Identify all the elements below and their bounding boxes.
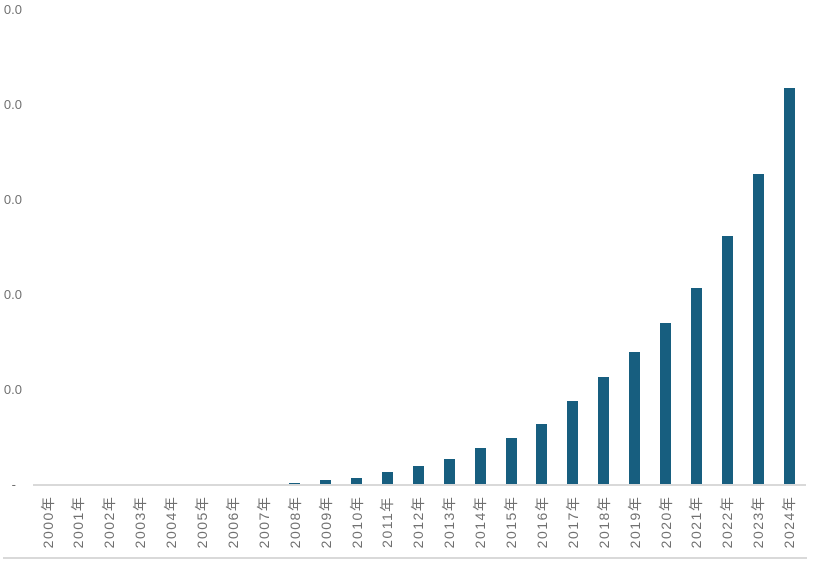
x-axis-label-2010: 2010年 [348, 495, 365, 549]
bar-2019 [629, 352, 641, 485]
x-axis-label-2022: 2022年 [719, 495, 736, 549]
x-axis-label-2002: 2002年 [101, 495, 118, 549]
bar-2023 [752, 174, 764, 485]
x-axis-label-2013: 2013年 [441, 495, 458, 549]
x-axis-label-2023: 2023年 [750, 495, 767, 549]
bar-2015 [505, 437, 517, 485]
x-axis-label-2020: 2020年 [657, 495, 674, 549]
x-axis-label-2019: 2019年 [626, 495, 643, 549]
x-axis-label-2011: 2011年 [379, 496, 396, 548]
x-axis-label-2018: 2018年 [595, 495, 612, 549]
x-axis-label-2006: 2006年 [224, 495, 241, 549]
x-axis-label-2004: 2004年 [163, 495, 180, 549]
bar-2024 [783, 87, 795, 485]
bar-2017 [567, 400, 579, 485]
x-axis-label-2008: 2008年 [286, 495, 303, 549]
x-axis-label-2003: 2003年 [132, 495, 149, 549]
bar-2021 [690, 288, 702, 485]
x-axis-label-2021: 2021年 [688, 495, 705, 549]
x-axis-label-2012: 2012年 [410, 495, 427, 549]
y-axis-tick-label: 0.0 [3, 192, 22, 207]
x-axis-label-2001: 2001年 [70, 495, 87, 549]
y-axis-tick-label: 0.0 [3, 287, 22, 302]
bar-2018 [598, 377, 610, 485]
x-axis-label-2005: 2005年 [194, 495, 210, 549]
x-axis-label-2017: 2017年 [564, 495, 581, 549]
bar-2010 [351, 477, 362, 485]
bar-2022 [721, 236, 733, 485]
y-axis-zero-tick-label: - [11, 477, 16, 492]
bar-2020 [660, 322, 671, 485]
bar-2009 [320, 480, 332, 485]
bar-2011 [381, 471, 393, 485]
x-axis-label-2009: 2009年 [317, 495, 334, 549]
x-axis-label-2000: 2000年 [39, 495, 56, 549]
bar-2014 [474, 448, 486, 485]
bar-2016 [536, 424, 548, 485]
y-axis-tick-label: 0.0 [3, 97, 22, 112]
x-axis-label-2016: 2016年 [533, 495, 550, 549]
bar-2012 [412, 466, 424, 485]
bar-2013 [443, 458, 455, 485]
x-axis-label-2007: 2007年 [255, 495, 272, 549]
x-axis-label-2024: 2024年 [781, 495, 798, 549]
y-axis-tick-label: 0.0 [3, 382, 22, 397]
x-axis-label-2014: 2014年 [472, 495, 489, 549]
x-axis-label-2015: 2015年 [503, 495, 519, 549]
y-axis-tick-label: 0.0 [3, 2, 22, 17]
chart-bottom-border [3, 557, 807, 559]
x-axis-line [33, 484, 806, 486]
